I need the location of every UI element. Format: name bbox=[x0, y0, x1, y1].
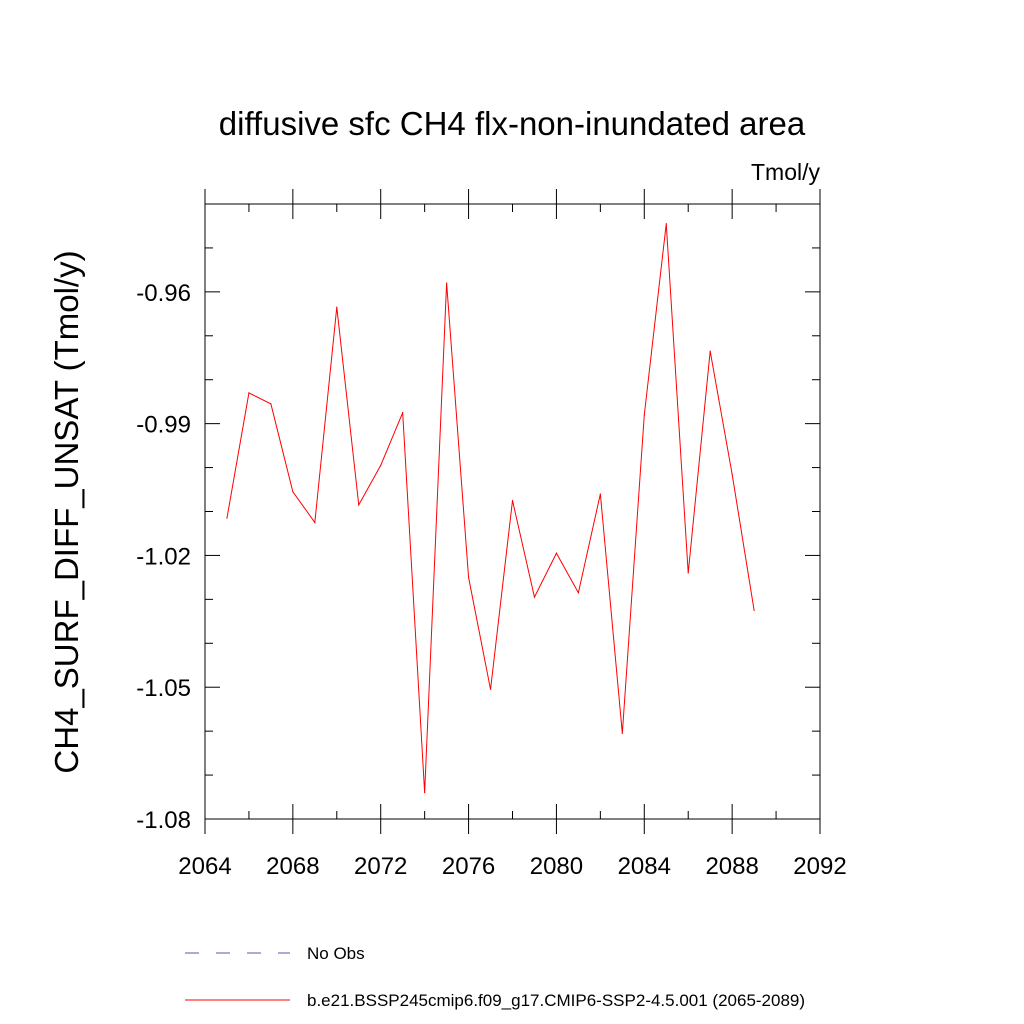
y-axis-label: CH4_SURF_DIFF_UNSAT (Tmol/y) bbox=[48, 250, 85, 773]
x-tick-label: 2076 bbox=[442, 853, 495, 880]
data-point bbox=[446, 282, 448, 284]
data-point bbox=[687, 572, 689, 574]
data-point bbox=[292, 491, 294, 493]
data-point bbox=[489, 688, 492, 691]
legend: No Obs b.e21.BSSP245cmip6.f09_g17.CMIP6-S… bbox=[185, 944, 805, 1010]
y-tick-label: -1.08 bbox=[136, 807, 191, 834]
y-tick-label: -0.99 bbox=[136, 412, 191, 439]
data-point bbox=[226, 517, 228, 519]
data-point bbox=[402, 412, 404, 414]
data-point bbox=[731, 473, 733, 475]
x-tick-label: 2080 bbox=[530, 853, 583, 880]
data-point bbox=[709, 350, 711, 352]
data-point bbox=[248, 392, 250, 394]
y-tick-label: -0.96 bbox=[136, 280, 191, 307]
data-point bbox=[599, 493, 601, 495]
y-tick-label: -1.02 bbox=[136, 543, 191, 570]
axis-ticks bbox=[204, 189, 821, 834]
data-series bbox=[226, 223, 755, 794]
legend-label-0: No Obs bbox=[307, 944, 365, 963]
x-tick-label: 2084 bbox=[618, 853, 671, 880]
data-point bbox=[424, 792, 426, 794]
y-tick-label: -1.05 bbox=[136, 675, 191, 702]
data-point bbox=[621, 732, 623, 734]
data-point bbox=[665, 223, 667, 225]
data-point bbox=[511, 499, 514, 502]
chart-title: diffusive sfc CH4 flx-non-inundated area bbox=[219, 105, 806, 142]
data-point bbox=[555, 552, 558, 554]
data-point bbox=[533, 596, 536, 598]
x-tick-label: 2072 bbox=[354, 853, 407, 880]
units-label: Tmol/y bbox=[751, 159, 821, 185]
x-tick-label: 2064 bbox=[178, 853, 231, 880]
data-point bbox=[336, 306, 338, 308]
x-tick-label: 2068 bbox=[266, 853, 319, 880]
x-tick-label: 2088 bbox=[705, 853, 758, 880]
data-point bbox=[577, 592, 579, 594]
legend-label-1: b.e21.BSSP245cmip6.f09_g17.CMIP6-SSP2-4.… bbox=[307, 991, 805, 1010]
x-tick-label: 2092 bbox=[793, 853, 846, 880]
data-point bbox=[753, 609, 755, 611]
data-point bbox=[467, 576, 470, 578]
plot-frame bbox=[204, 203, 821, 820]
data-point bbox=[380, 464, 382, 466]
data-point bbox=[314, 521, 316, 524]
data-point bbox=[643, 414, 645, 416]
data-point bbox=[270, 403, 272, 405]
axis-tick-labels: 2064 2068 2072 2076 2080 2084 2088 2092 -1.08 -1.… bbox=[136, 280, 846, 880]
data-point bbox=[358, 504, 360, 506]
series-line-0 bbox=[226, 223, 755, 793]
